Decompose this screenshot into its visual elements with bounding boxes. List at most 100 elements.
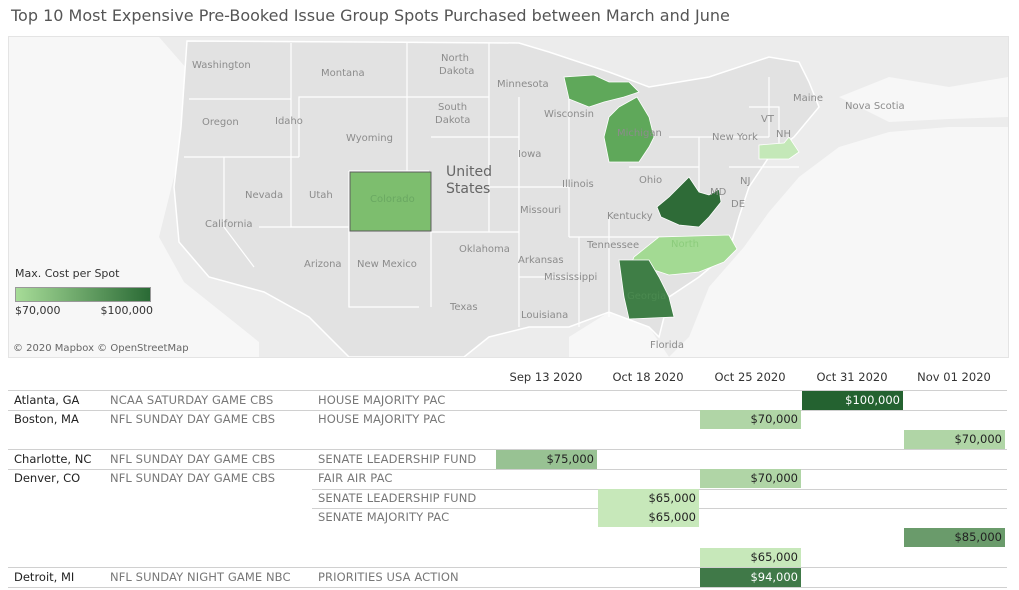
label-north-dakota-1: North (441, 53, 469, 64)
label-florida: Florida (650, 340, 684, 351)
legend-max: $100,000 (100, 304, 154, 317)
label-nevada: Nevada (245, 190, 283, 201)
label-colorado: Colorado (370, 194, 415, 205)
program-detroit: NFL SUNDAY NIGHT GAME NBC (110, 570, 291, 584)
value-cell-5[interactable]: $65,000 (598, 489, 699, 508)
row-divider (8, 410, 1007, 411)
state-borders (184, 43, 799, 327)
label-missouri: Missouri (520, 205, 561, 216)
value-cell-3[interactable]: $75,000 (496, 450, 597, 469)
col-header-oct31[interactable]: Oct 31 2020 (816, 370, 888, 384)
label-vt: VT (761, 114, 775, 125)
group-detroit-priorities-usa-action: PRIORITIES USA ACTION (318, 570, 459, 584)
label-tennessee: Tennessee (586, 240, 639, 251)
label-south-dakota-1: South (438, 102, 467, 113)
map-canvas: Washington Montana North Dakota Minnesot… (9, 37, 1008, 357)
label-states: States (446, 181, 490, 197)
color-legend: Max. Cost per Spot $70,000 $100,000 (15, 267, 153, 317)
city-denver: Denver, CO (14, 471, 81, 485)
state-georgia (618, 259, 675, 320)
label-new-mexico: New Mexico (357, 259, 417, 270)
row-divider (8, 390, 1007, 391)
col-header-oct25[interactable]: Oct 25 2020 (714, 370, 786, 384)
label-mississippi: Mississippi (544, 272, 597, 283)
label-louisiana: Louisiana (521, 310, 568, 321)
state-west-virginia (656, 176, 722, 228)
value-cell-4[interactable]: $70,000 (700, 469, 801, 488)
program-denver: NFL SUNDAY DAY GAME CBS (110, 471, 276, 485)
program-boston: NFL SUNDAY DAY GAME CBS (110, 412, 276, 426)
label-kentucky: Kentucky (607, 211, 653, 222)
label-oregon: Oregon (202, 117, 239, 128)
city-detroit: Detroit, MI (14, 570, 75, 584)
label-idaho: Idaho (275, 116, 303, 127)
legend-gradient (15, 287, 151, 302)
legend-title: Max. Cost per Spot (15, 267, 120, 280)
value-cell-0[interactable]: $100,000 (802, 391, 903, 410)
label-michigan: Michigan (617, 128, 662, 139)
legend-min: $70,000 (15, 304, 61, 317)
program-charlotte: NFL SUNDAY DAY GAME CBS (110, 452, 276, 466)
atlantic-ocean (669, 127, 1008, 357)
label-wisconsin: Wisconsin (544, 109, 594, 120)
row-divider (8, 567, 1007, 568)
col-header-oct18[interactable]: Oct 18 2020 (612, 370, 684, 384)
label-illinois: Illinois (562, 179, 594, 190)
label-georgia: Georgia (627, 291, 666, 302)
label-arkansas: Arkansas (518, 255, 564, 266)
value-cell-7[interactable]: $85,000 (904, 528, 1005, 547)
label-nj: NJ (740, 176, 750, 187)
chart-title: Top 10 Most Expensive Pre-Booked Issue G… (11, 6, 730, 25)
label-texas: Texas (449, 302, 478, 313)
label-wyoming: Wyoming (346, 133, 393, 144)
label-minnesota: Minnesota (497, 79, 549, 90)
group-denver-senate-leadership-fund: SENATE LEADERSHIP FUND (318, 491, 477, 505)
group-boston-house-majority-pac: HOUSE MAJORITY PAC (318, 412, 446, 426)
pacific-ocean (9, 37, 259, 357)
group-denver-senate-majority-pac: SENATE MAJORITY PAC (318, 510, 450, 524)
label-north-carolina: North (671, 239, 699, 250)
spots-table: Sep 13 2020 Oct 18 2020 Oct 25 2020 Oct … (8, 366, 1007, 588)
label-de: DE (731, 199, 745, 210)
row-divider (8, 449, 1007, 450)
label-oklahoma: Oklahoma (459, 244, 510, 255)
label-new-york: New York (712, 132, 758, 143)
label-utah: Utah (309, 190, 333, 201)
state-massachusetts (758, 136, 800, 160)
row-divider (8, 587, 1007, 588)
gulf-of-st-lawrence (839, 77, 1008, 122)
col-header-sep13[interactable]: Sep 13 2020 (509, 370, 583, 384)
label-maine: Maine (793, 93, 823, 104)
row-divider (8, 469, 1007, 470)
us-map[interactable]: Washington Montana North Dakota Minnesot… (8, 36, 1009, 358)
value-cell-6[interactable]: $65,000 (598, 508, 699, 527)
group-denver-fair-air-pac: FAIR AIR PAC (318, 471, 393, 485)
label-united: United (446, 164, 492, 180)
label-iowa: Iowa (518, 149, 541, 160)
value-cell-8[interactable]: $65,000 (700, 548, 801, 567)
value-cell-2[interactable]: $70,000 (904, 430, 1005, 449)
label-montana: Montana (321, 68, 365, 79)
state-labels: Washington Montana North Dakota Minnesot… (192, 53, 905, 351)
group-charlotte-senate-leadership-fund: SENATE LEADERSHIP FUND (318, 452, 477, 466)
value-cell-1[interactable]: $70,000 (700, 410, 801, 429)
label-ohio: Ohio (639, 175, 662, 186)
label-arizona: Arizona (304, 259, 342, 270)
label-california: California (205, 219, 253, 230)
city-charlotte: Charlotte, NC (14, 452, 92, 466)
city-atlanta: Atlanta, GA (14, 393, 80, 407)
label-washington: Washington (192, 60, 251, 71)
label-south-dakota-2: Dakota (435, 115, 470, 126)
state-colorado (349, 171, 432, 232)
city-boston: Boston, MA (14, 412, 79, 426)
label-nh: NH (776, 129, 791, 140)
col-header-nov01[interactable]: Nov 01 2020 (917, 370, 991, 384)
program-atlanta: NCAA SATURDAY GAME CBS (110, 393, 274, 407)
label-nova-scotia: Nova Scotia (845, 101, 905, 112)
map-credit[interactable]: © 2020 Mapbox © OpenStreetMap (13, 343, 189, 354)
label-north-dakota-2: Dakota (439, 66, 474, 77)
gulf-of-mexico (569, 312, 669, 357)
value-cell-9[interactable]: $94,000 (700, 568, 801, 587)
label-md: MD (710, 187, 727, 198)
group-atlanta-house-majority-pac: HOUSE MAJORITY PAC (318, 393, 446, 407)
